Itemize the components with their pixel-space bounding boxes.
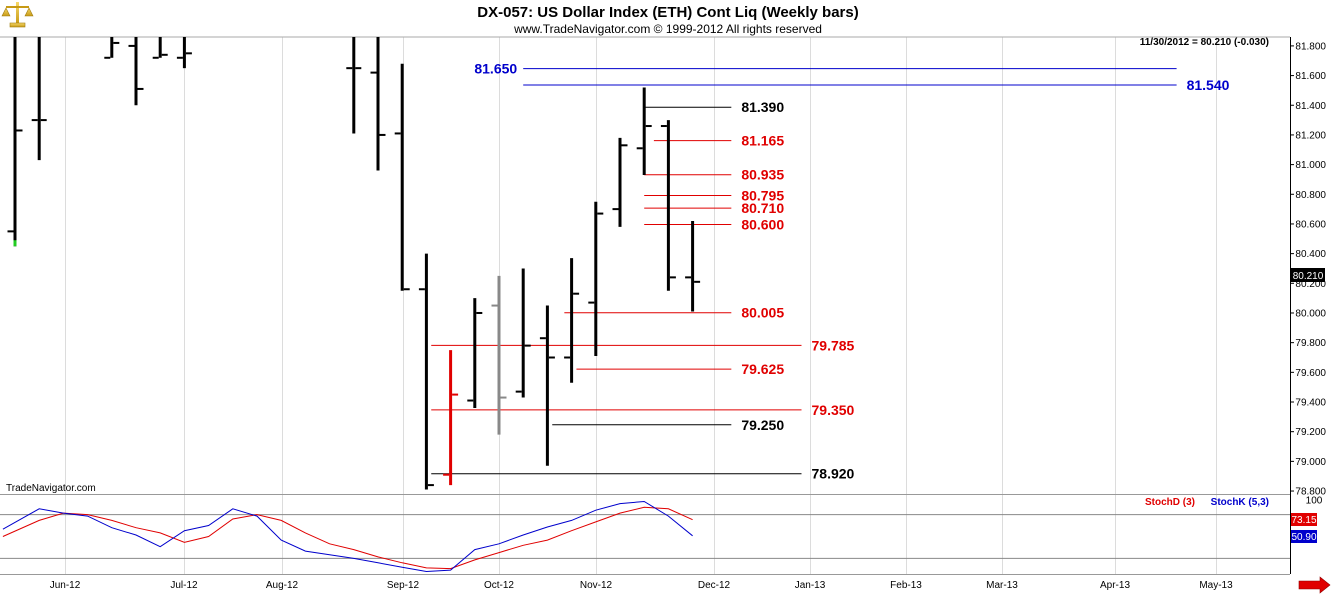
level-label: 80.710 [741,200,784,216]
price-bar [564,258,580,383]
stochd-value: 73.15 [1291,515,1316,526]
level-label: 81.540 [1187,77,1230,93]
price-tick-label: 79.800 [1295,338,1326,349]
month-label: Aug-12 [266,580,299,591]
price-bar [515,268,531,398]
arrow-right-icon[interactable] [1298,576,1331,594]
stochd-value-tag [1291,513,1317,526]
month-label: Feb-13 [890,580,922,591]
price-tick-label: 81.000 [1295,160,1326,171]
month-label: Jan-13 [795,580,826,591]
price-tick-label: 80.400 [1295,249,1326,260]
price-bar [539,305,555,466]
price-bar [394,63,410,291]
price-tick-label: 79.200 [1295,427,1326,438]
month-label: Apr-13 [1100,580,1130,591]
scales-logo-icon [1,2,34,28]
level-label: 79.350 [812,402,855,418]
stochk-value: 50.90 [1291,532,1316,543]
grid [65,37,1217,574]
level-label: 78.920 [812,466,855,482]
month-label: Dec-12 [698,580,731,591]
price-tick-label: 78.800 [1295,487,1326,498]
price-tick-label: 80.000 [1295,308,1326,319]
month-label: May-13 [1199,580,1233,591]
month-label: Sep-12 [387,580,420,591]
price-tick-label: 81.200 [1295,130,1326,141]
price-bar [612,137,628,227]
stochastic-panel [0,494,1290,574]
level-label: 79.250 [741,417,784,433]
level-label: 81.165 [741,133,784,149]
price-bar [418,253,434,490]
month-label: Nov-12 [580,580,613,591]
level-label: 79.625 [741,361,784,377]
stochk-legend: StochK (5,3) [1211,497,1269,508]
month-label: Mar-13 [986,580,1018,591]
stochastic-lines: 100 [0,496,1323,573]
stochastic-series-line [2,506,693,570]
copyright-text: www.TradeNavigator.com © 1999-2012 All r… [513,22,822,36]
price-bar [636,87,652,175]
level-label: 80.005 [741,305,784,321]
last-price-value: 80.210 [1293,271,1324,282]
price-tick-label: 81.600 [1295,71,1326,82]
price-tick-label: 79.600 [1295,368,1326,379]
price-tick-label: 80.800 [1295,190,1326,201]
price-bar [370,37,386,171]
price-bar [588,201,604,357]
price-bar [176,37,192,69]
level-label: 80.795 [741,188,784,204]
stochastic-tick-label: 100 [1306,496,1323,507]
price-bar [7,37,23,247]
price-tick-label: 81.400 [1295,101,1326,112]
level-label: 80.600 [741,216,784,232]
price-bar [467,298,483,408]
stochastic-series-line [2,500,693,573]
level-label: 81.650 [474,61,517,77]
price-bar [104,37,120,59]
price-bar [491,275,507,435]
price-bar [685,220,701,312]
support-resistance-levels: 81.650 81.540 81.390 81.165 80.935 80.79580.7… [431,61,1230,482]
last-quote-text: 11/30/2012 = 80.210 (-0.030) [1140,37,1269,48]
watermark-text: TradeNavigator.com [6,483,96,494]
chart-title: DX-057: US Dollar Index (ETH) Cont Liq (… [477,4,858,21]
stochk-value-tag [1291,530,1317,543]
level-label: 80.935 [741,167,784,183]
price-tick-label: 80.200 [1295,279,1326,290]
level-label: 79.785 [812,337,855,353]
month-label: Jun-12 [50,580,81,591]
level-label: 81.390 [741,99,784,115]
price-bar [152,37,168,59]
price-tick-label: 81.800 [1295,41,1326,52]
stochd-legend: StochD (3) [1145,497,1195,508]
month-label: Jul-12 [170,580,198,591]
price-bar [660,120,676,291]
last-price-tag [1291,268,1325,282]
month-label: Oct-12 [484,580,514,591]
price-tick-label: 79.000 [1295,457,1326,468]
price-tick-label: 79.400 [1295,398,1326,409]
price-bar [346,37,362,134]
price-bar [31,37,47,161]
price-tick-label: 80.600 [1295,219,1326,230]
price-bars [7,37,701,490]
price-bar [443,350,459,486]
time-axis: Jun-12 Jul-12 Aug-12 Sep-12 Oct-12 Nov-12 Dec-… [50,580,1233,591]
price-axis: 78.800 79.000 79.200 79.400 79.600 79.800 80.0… [1290,41,1326,498]
price-bar [128,37,144,106]
